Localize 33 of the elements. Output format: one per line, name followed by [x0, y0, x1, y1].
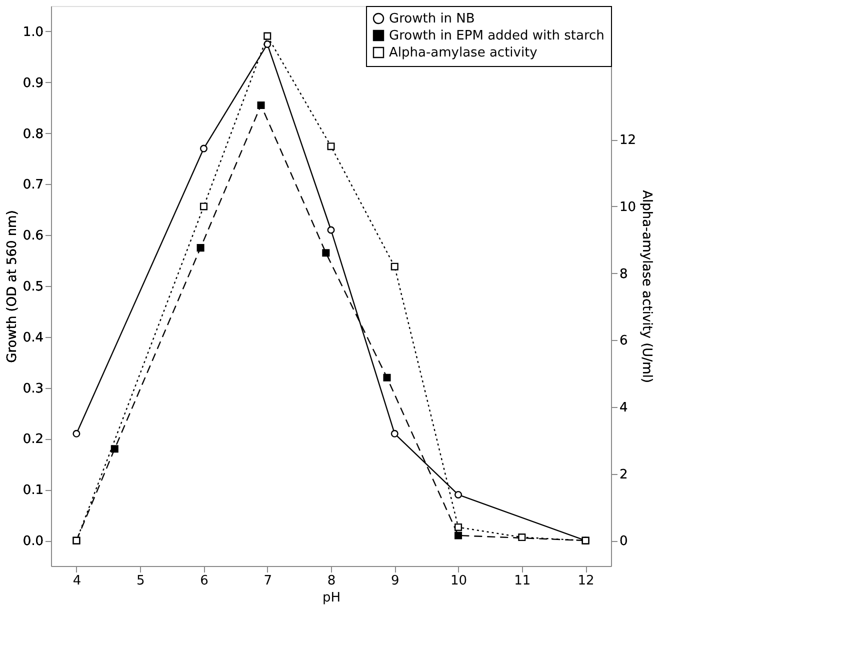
x-tick-label: 5	[136, 574, 145, 588]
y2-axis-title: Alpha-amylase activity (U/ml)	[639, 190, 654, 383]
legend-label: Growth in NB	[389, 12, 475, 26]
y2-tick-label: 6	[620, 334, 628, 349]
y-tick-label: 0.8	[22, 126, 44, 142]
x-tick-label: 6	[200, 574, 208, 588]
y-tick-label: 0.1	[22, 483, 44, 498]
y-tick-label: 0.0	[22, 534, 44, 550]
x-tick-label: 12	[578, 574, 594, 588]
legend-label: Growth in EPM added with starch	[389, 28, 604, 44]
y2-tick-label: 12	[620, 133, 636, 148]
y2-tick-label: 4	[620, 400, 628, 416]
x-tick-label: 8	[327, 574, 336, 588]
y-tick-label: 0.5	[22, 280, 44, 294]
x-tick-label: 9	[390, 574, 400, 588]
y-tick-label: 0.3	[22, 381, 44, 396]
x-tick-label: 11	[514, 574, 531, 588]
y-tick-label: 0.4	[22, 330, 44, 346]
x-tick-label: 7	[264, 574, 272, 588]
y2-tick-label: 10	[620, 200, 636, 215]
y-tick-label: 0.7	[22, 178, 44, 193]
x-axis-title: pH	[322, 590, 341, 606]
y2-tick-label: 0	[620, 534, 628, 550]
y-tick-label: 0.2	[22, 432, 44, 448]
legend-label: Alpha-amylase activity	[389, 46, 538, 60]
x-tick-label: 4	[72, 574, 82, 588]
y-axis-title: Growth (OD at 560 nm)	[4, 210, 20, 363]
y2-tick-label: 8	[620, 266, 628, 282]
y-tick-label: 1.0	[22, 24, 44, 40]
y-tick-label: 0.6	[22, 228, 44, 244]
y-tick-label: 0.9	[22, 76, 44, 91]
y2-tick-label: 2	[620, 467, 628, 482]
x-tick-label: 10	[450, 574, 468, 588]
